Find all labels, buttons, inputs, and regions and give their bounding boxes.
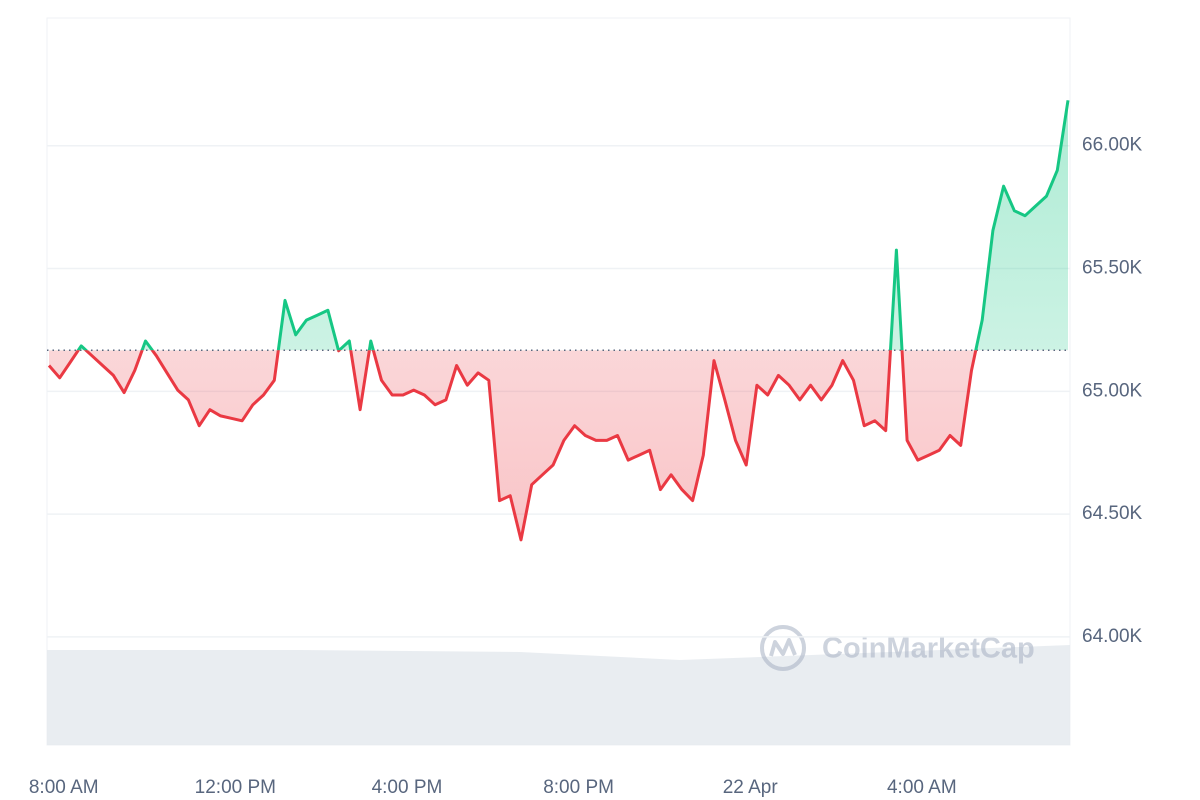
y-tick-label: 65.50K xyxy=(1082,258,1143,279)
x-tick-label: 8:00 PM xyxy=(543,777,614,798)
area-down xyxy=(49,350,1068,540)
price-line-down xyxy=(47,350,978,542)
x-tick-label: 12:00 PM xyxy=(195,777,276,798)
watermark-text: CoinMarketCap xyxy=(822,633,1035,665)
watermark: CoinMarketCap xyxy=(760,625,1035,671)
x-tick-label: 4:00 PM xyxy=(372,777,443,798)
x-tick-label: 4:00 AM xyxy=(887,777,957,798)
area-up xyxy=(78,100,1068,351)
y-tick-label: 66.00K xyxy=(1082,135,1143,156)
y-tick-label: 64.50K xyxy=(1082,503,1143,524)
watermark-logo xyxy=(760,625,806,671)
price-line-up xyxy=(76,100,1070,351)
x-tick-label: 8:00 AM xyxy=(29,777,99,798)
y-tick-label: 65.00K xyxy=(1082,380,1143,401)
watermark-logo-mark xyxy=(769,638,797,657)
x-tick-label: 22 Apr xyxy=(723,777,779,798)
y-tick-label: 64.00K xyxy=(1082,626,1143,647)
volume-area xyxy=(47,645,1070,745)
